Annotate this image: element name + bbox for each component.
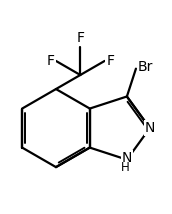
Text: F: F <box>76 31 84 45</box>
Text: F: F <box>46 54 54 68</box>
Text: N: N <box>145 121 155 135</box>
Text: N: N <box>122 151 132 165</box>
Text: H: H <box>121 161 130 174</box>
Text: F: F <box>106 54 114 68</box>
Text: Br: Br <box>138 60 153 74</box>
